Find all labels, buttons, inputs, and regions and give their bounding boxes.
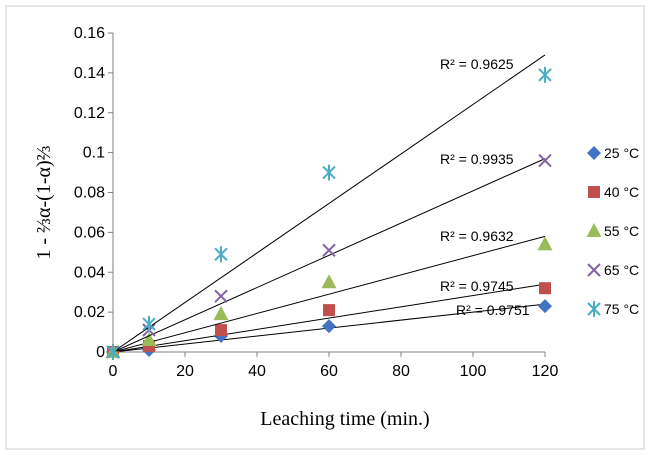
- legend: 25 °C 40 °C 55 °C 65 °C 75 °C: [586, 145, 639, 317]
- y-tick-label: 0.16: [74, 25, 105, 42]
- r2-annotation: R² = 0.9625: [440, 56, 514, 72]
- legend-marker: [588, 186, 600, 198]
- y-tick-label: 0.06: [74, 224, 105, 241]
- data-point: [213, 306, 229, 321]
- data-point: [538, 299, 552, 314]
- data-point: [214, 246, 228, 263]
- legend-item: 65 °C: [587, 262, 639, 278]
- legend-label: 25 °C: [604, 145, 639, 161]
- r2-annotation: R² = 0.9751: [456, 302, 530, 318]
- data-point: [538, 153, 552, 168]
- data-point: [539, 282, 551, 295]
- legend-item: 40 °C: [588, 184, 639, 200]
- x-tick-label: 120: [532, 363, 559, 380]
- legend-label: 75 °C: [604, 301, 639, 317]
- data-point: [537, 236, 553, 251]
- series-5: R² = 0.9625: [106, 54, 552, 360]
- trendline: [112, 158, 546, 353]
- x-tick-label: 60: [320, 363, 338, 380]
- trendline: [112, 54, 546, 353]
- y-tick-label: 0.02: [74, 304, 105, 321]
- legend-label: 40 °C: [604, 184, 639, 200]
- series-4: R² = 0.9935: [106, 151, 552, 359]
- trendline: [112, 283, 546, 353]
- data-point: [323, 304, 335, 317]
- y-tick-label: 0.04: [74, 264, 105, 281]
- legend-item: 55 °C: [586, 223, 639, 239]
- y-tick-label: 0.1: [83, 145, 105, 162]
- data-point: [214, 289, 228, 303]
- plot-area: 0 0.02 0.04 0.06 0.08 0.1 0.12 0.14 0.16 0 20 40 60 8…: [74, 25, 559, 380]
- data-point: [321, 274, 337, 289]
- legend-item: 25 °C: [587, 145, 639, 161]
- legend-marker: [587, 301, 601, 317]
- x-tick-label: 20: [176, 363, 194, 380]
- y-tick-label: 0.14: [74, 65, 105, 82]
- data-point: [142, 316, 156, 333]
- r2-annotation: R² = 0.9745: [440, 278, 514, 294]
- legend-marker: [587, 263, 601, 277]
- data-point: [215, 324, 227, 337]
- legend-marker: [587, 146, 601, 160]
- y-tick-label: 0.12: [74, 105, 105, 122]
- trendline: [112, 235, 546, 353]
- data-point: [106, 344, 120, 360]
- y-tick-label: 0.08: [74, 185, 105, 202]
- chart-frame: [5, 5, 645, 450]
- x-tick-label: 0: [109, 363, 118, 380]
- x-tick-label: 80: [392, 363, 410, 380]
- data-point: [538, 66, 552, 83]
- legend-label: 55 °C: [604, 223, 639, 239]
- x-axis-title: Leaching time (min.): [260, 408, 429, 430]
- r2-annotation: R² = 0.9632: [440, 228, 514, 244]
- legend-item: 75 °C: [587, 301, 639, 317]
- legend-marker: [586, 223, 602, 237]
- legend-label: 65 °C: [604, 262, 639, 278]
- data-point: [322, 164, 336, 181]
- y-axis-title: 1 - ⅔α-(1-α)⅔: [33, 145, 55, 259]
- r2-annotation: R² = 0.9935: [440, 151, 514, 167]
- data-point: [141, 332, 157, 347]
- data-point: [322, 319, 336, 334]
- y-tick-label: 0: [96, 344, 105, 361]
- data-point: [322, 243, 336, 258]
- x-tick-label: 40: [248, 363, 266, 380]
- x-tick-label: 100: [460, 363, 487, 380]
